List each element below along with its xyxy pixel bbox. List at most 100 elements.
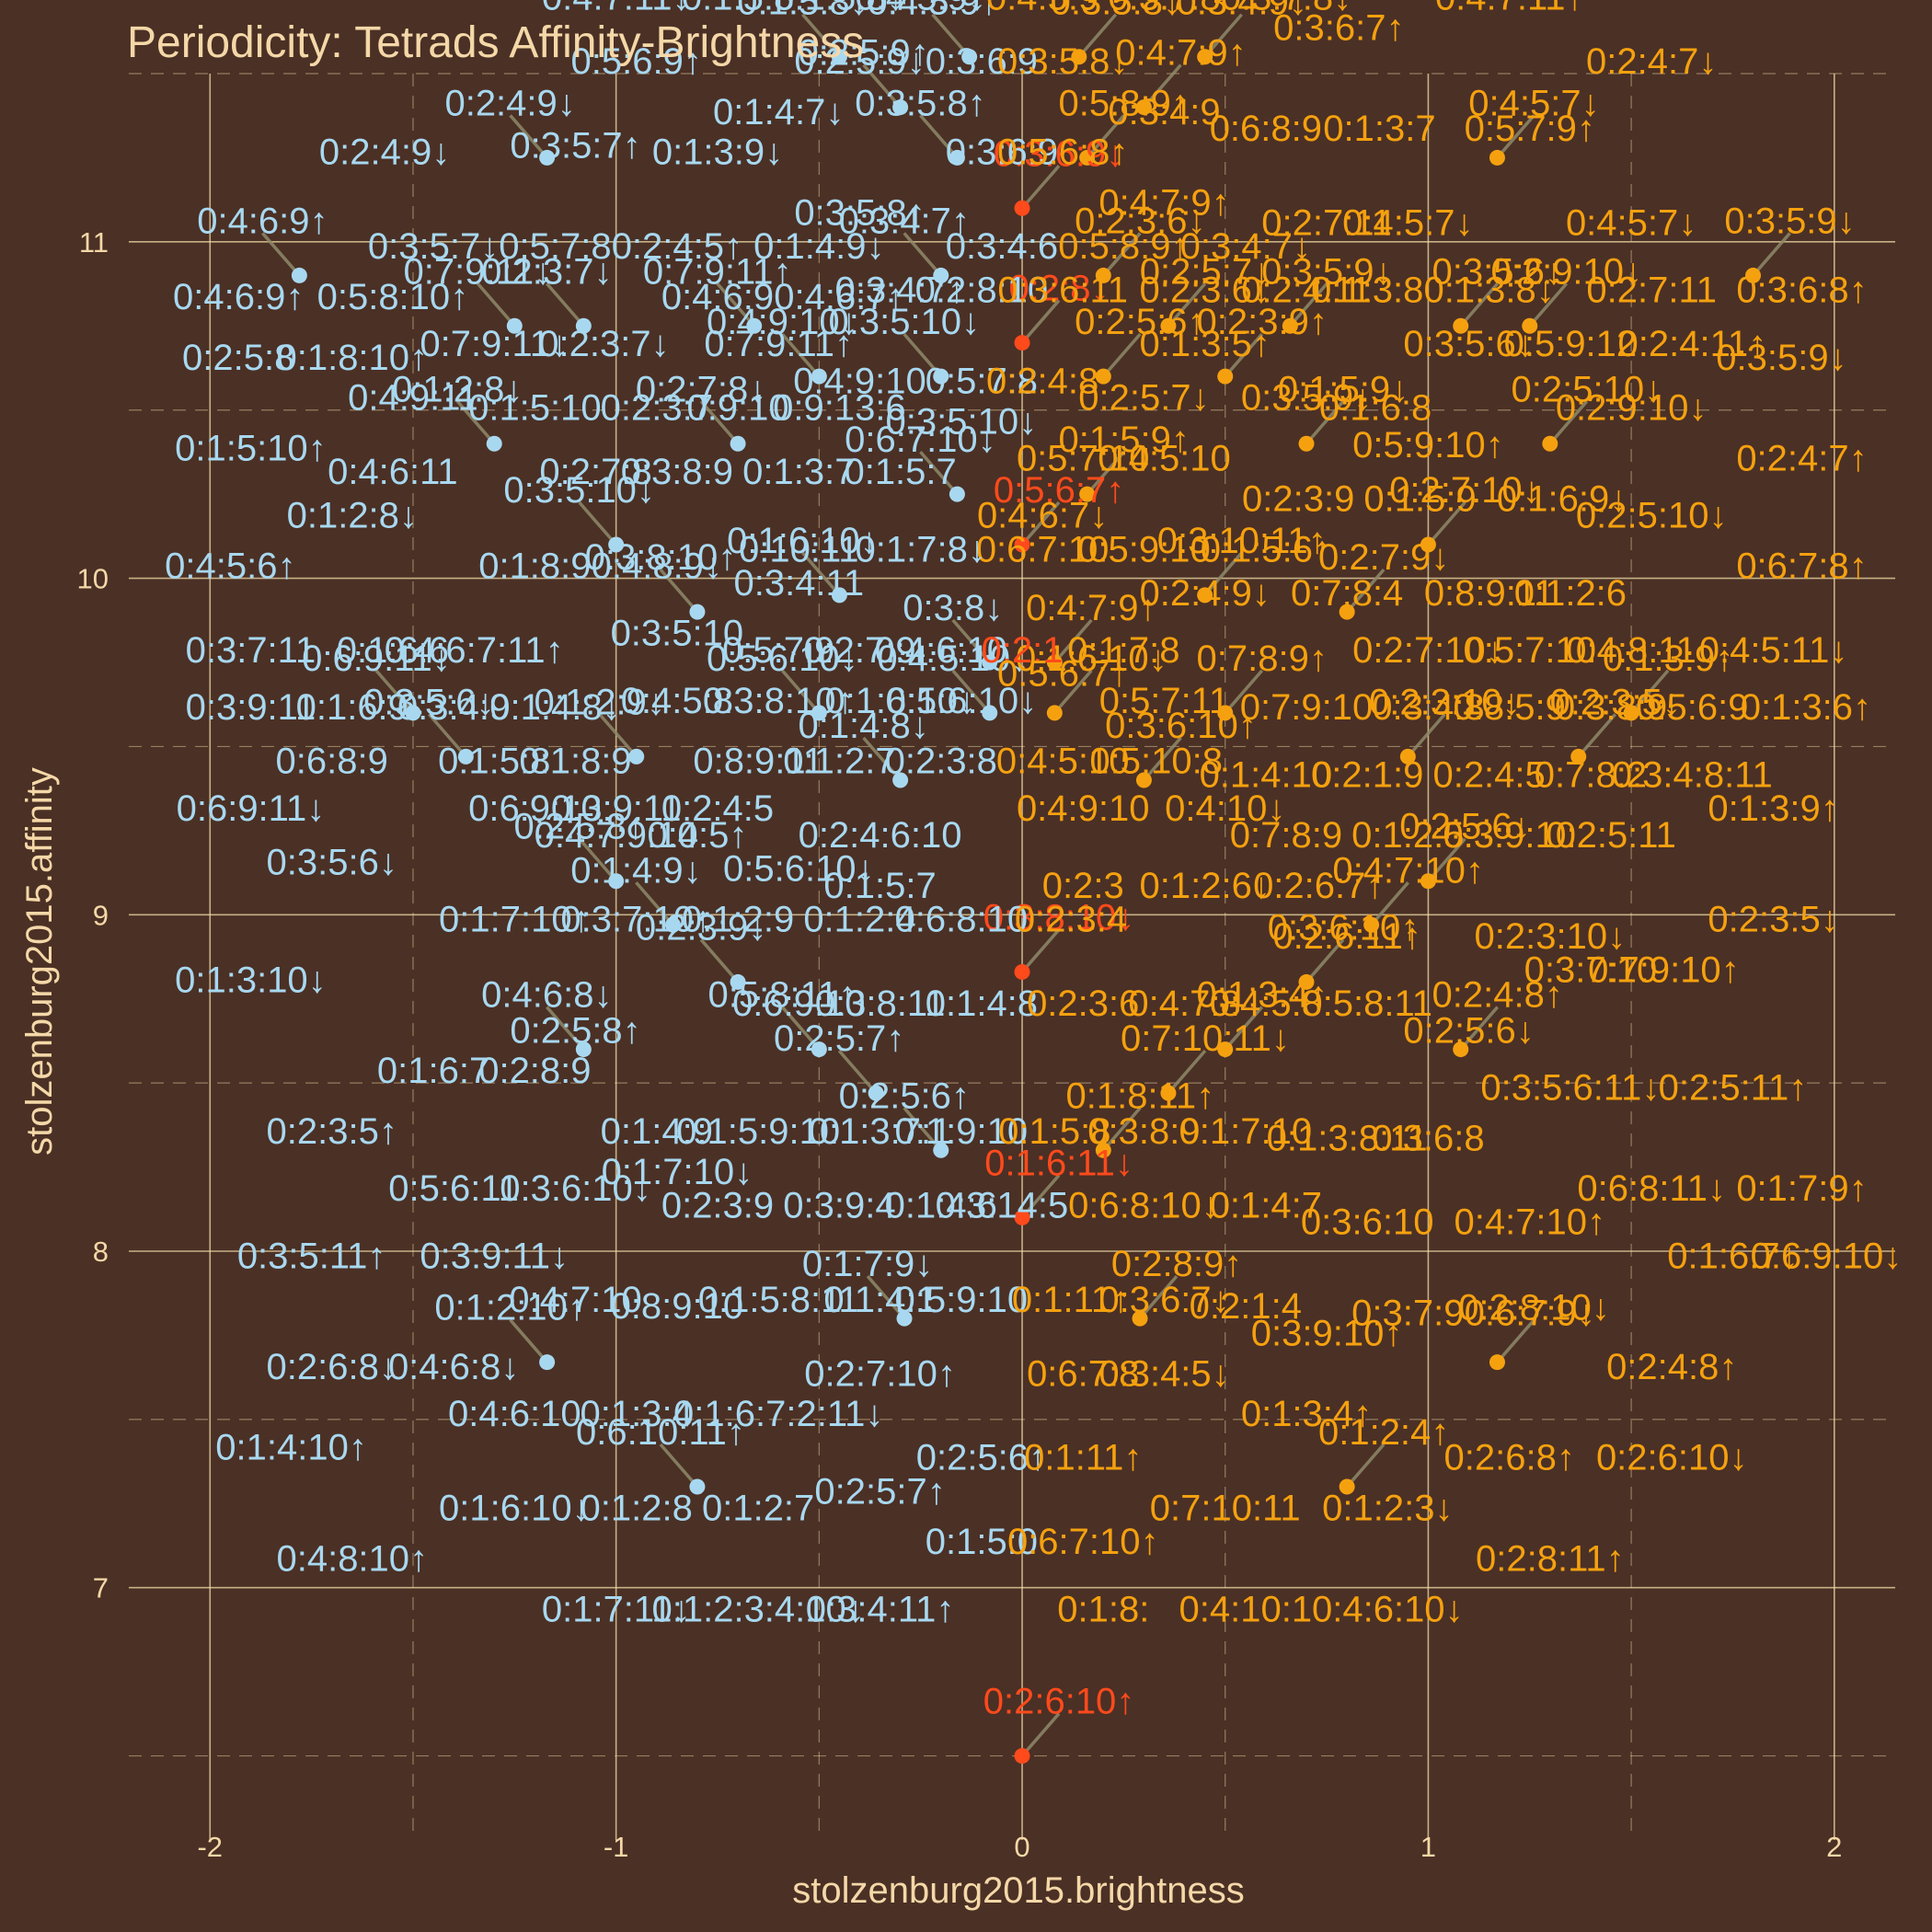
point-label: 0:6:10:11↑ [576,1412,745,1453]
tetrad-label: 0:8:5:9 [1454,687,1566,728]
tetrad-label: 0:1:2:7 [702,1489,814,1529]
x-axis-title: stolzenburg2015.brightness [792,1870,1244,1911]
tetrad-label: 0:1:5:0 [926,1522,1038,1562]
tetrad-label: 0:3:5:10↓ [886,401,1038,442]
tetrad-label: 0:3:5:7↑ [510,125,640,166]
point-label: 0:2:5:7↓ [1140,251,1271,292]
tetrad-label: 0:2:4:5 [1432,754,1545,795]
point-label: 0:4:5:7↓ [1468,83,1599,123]
tetrad-label: 0:2:4:6:10 [799,815,962,856]
point-label: 0:1:4:9↓ [570,850,701,891]
data-point [1095,368,1111,385]
point-label: 0:6:9:11↓ [302,638,451,679]
point-label: 0:1:7:9↓ [802,1244,933,1284]
data-point [1014,200,1030,216]
tetrad-label: 0:1:4:9 [601,1111,713,1152]
tetrad-label: 0:6:8:11↓ [1577,1168,1726,1209]
point-label: 0:2:5:6↓ [1399,807,1530,847]
y-tick-label: 11 [79,226,109,259]
data-point [575,1041,592,1058]
point-label: 0:2:7:9↓ [1318,537,1449,578]
point-label: 0:7:8:9↑ [1197,638,1328,679]
point-label: 0:1:6:11↓ [984,1143,1133,1183]
point-label: 0:3:10:11↑ [1157,521,1327,561]
tetrad-label: 0:3:7:8↓ [1221,0,1351,18]
data-point [1095,1142,1111,1158]
tetrad-label: 0:1:8:9 [478,546,591,587]
tetrad-label: 0:3:4:9 [397,687,510,728]
tetrad-label: 0:3:8:11 [815,983,946,1024]
tetrad-label: 0:2:4:7↑ [1736,439,1867,479]
leader-line [428,713,467,758]
data-point [1014,536,1030,553]
tetrad-label: 0:1:4:10 [1200,754,1333,795]
point-label: 0:4:7:9↑ [1026,588,1156,628]
leader-line [1224,1006,1264,1051]
leader-line [1101,232,1142,277]
tetrad-label: 0:1:2:6↓ [1139,866,1270,906]
data-point [1745,267,1762,283]
tetrad-label: 0:6:8:9 [276,742,388,782]
tetrad-label: 0:1:3:5↑ [1139,324,1270,364]
tetrad-label: 0:3:6:9 [946,132,1058,173]
point-label: 0:1:5:8↓ [737,0,868,23]
data-point [1071,49,1087,65]
data-point [730,435,746,452]
tetrad-label: 0:2:4:5 [661,788,774,829]
tetrad-label: 0:1:3:9↑ [1708,788,1838,829]
leader-line [801,551,841,597]
tetrad-label: 0:1:2:7 [783,742,895,782]
x-tick-label: -1 [604,1831,629,1863]
tetrad-label: 0:5:7:11 [1099,681,1230,721]
data-point [811,368,827,385]
tetrad-label: 0:3:4:7↓ [1180,226,1311,267]
tetrad-label: 0:6:9:10 [732,983,866,1024]
tetrad-label: 0:1:4:10↑ [215,1428,367,1468]
tetrad-label: 0:1:5:8↓ [774,0,904,18]
tetrad-label: 0:5:6:9 [1636,687,1748,728]
tetrad-label: 0:4:5:10 [996,742,1130,782]
data-point [1079,486,1096,502]
tetrad-label: 0:4:6:9 [661,277,774,317]
point-label: 0:2:7:8↓ [636,369,766,409]
tetrad-label: 0:3:5:6↓ [267,842,397,882]
leader-line [837,1049,878,1095]
leader-line [1305,400,1345,445]
data-point [1339,1478,1355,1495]
point-label: 0:3:6:9↓ [994,133,1124,174]
leader-line [1138,1274,1179,1320]
tetrad-label: 0:4:6:10 [448,1394,581,1434]
leader-line [635,881,674,926]
tetrad-label: 0:6:9:10 [468,788,602,829]
leader-line [1203,551,1243,597]
tetrad-label: 0:3:6:7↑ [1273,7,1404,48]
tetrad-label: 0:6:9:10↓ [1751,1236,1903,1276]
leader-line [951,618,992,664]
tetrad-label: 0:2:7:10↑ [804,1353,956,1394]
tetrad-label: 0:2:5:6↓ [1403,1010,1534,1051]
point-label: 0:2:5:6↑ [839,1075,970,1116]
leader-line [1629,669,1670,715]
tetrad-label: 0:5:6:10↓ [886,681,1038,721]
data-point [1095,267,1111,283]
leader-line [1020,299,1061,344]
data-point [291,267,307,283]
data-point [811,705,827,721]
tetrad-label: 0:3:8:9 [621,452,733,492]
tetrad-label: 0:3:6:7↓ [1098,1280,1229,1320]
tetrad-label: 0:1:2:3↓ [1322,1489,1453,1529]
leader-line [903,1107,943,1152]
tetrad-label: 0:4:7:8 [1128,983,1240,1024]
tetrad-label: 0:1:4:7↓ [713,92,844,132]
data-point [868,1085,884,1101]
tetrad-label: 0:4:6:7↓ [977,496,1108,536]
tetrad-label: 0:2:8:9 [478,1051,591,1091]
tetrad-label: 0:4:7:9↑ [1098,183,1229,224]
tetrad-label: 0:1:2:4 [803,900,915,940]
leader-line [931,13,971,58]
point-label: 0:1:2:10↑ [434,1288,586,1328]
tetrad-label: 0:1:8:10↑ [276,338,428,378]
tetrad-label: 0:6:7:9↓ [1465,1293,1595,1333]
tetrad-label: 0:1:3:7:1 [809,1111,952,1152]
data-point [664,916,681,933]
